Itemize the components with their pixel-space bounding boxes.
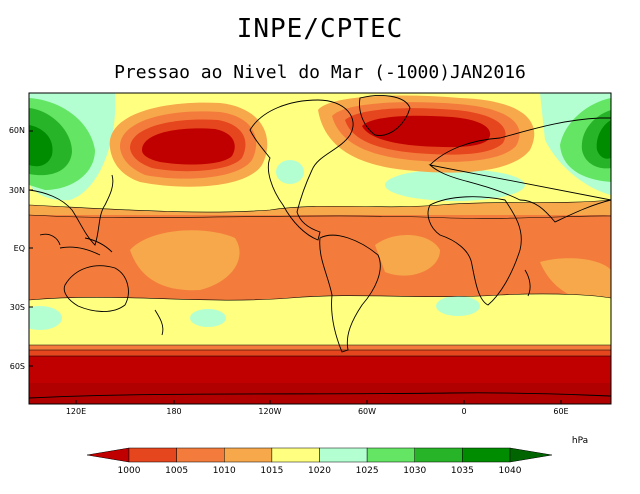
field-1015-indian	[540, 258, 611, 302]
colorbar-level-label: 1015	[260, 466, 283, 476]
field-1025-in	[29, 306, 62, 330]
coast-africa	[427, 196, 522, 306]
colorbar-level-label: 1005	[165, 466, 188, 476]
colorbar-level-label: 1040	[499, 466, 522, 476]
lat-axis: 60N 30N EQ 30S 60S	[9, 126, 25, 371]
colorbar: 1000 1005 1010 1015 1020 1025 1030 1035 1040	[86, 447, 553, 476]
coast-south-america	[319, 234, 381, 353]
coast-eurasia	[428, 117, 611, 223]
field-1015-pacific-high	[130, 230, 240, 291]
colorbar-level-label: 1010	[213, 466, 236, 476]
lat-tick: EQ	[14, 244, 25, 253]
colorbar-swatch	[86, 447, 130, 463]
field-1000-iceland	[362, 115, 491, 148]
colorbar-level-label: 1025	[356, 466, 379, 476]
field-1040-w	[29, 125, 53, 167]
lon-tick: 180	[166, 407, 181, 416]
lon-tick: 120E	[66, 407, 86, 416]
colorbar-swatch	[414, 447, 463, 463]
field-1025-sa	[436, 296, 480, 316]
lon-tick: 0	[461, 407, 466, 416]
lon-axis: 120E 180 120W 60W 0 60E	[66, 407, 569, 416]
org-title: INPE/CPTEC	[236, 14, 404, 44]
field-1025-sp	[190, 309, 226, 327]
colorbar-swatch	[224, 447, 273, 463]
field-1010-tropics	[29, 215, 611, 300]
coast-antarctica	[29, 392, 611, 399]
colorbar-swatch	[176, 447, 225, 463]
isobar-lines	[29, 199, 611, 357]
coast-north-america	[249, 99, 354, 241]
colorbar-swatch	[319, 447, 368, 463]
lat-tick: 30N	[9, 186, 25, 195]
field-1025-azores	[385, 169, 525, 201]
colorbar-swatch	[128, 447, 177, 463]
pressure-fields	[29, 93, 611, 404]
field-1020-south	[29, 293, 611, 345]
colorbar-level-label: 1020	[308, 466, 331, 476]
field-1000-aleutian	[142, 128, 235, 165]
coastlines	[29, 95, 611, 399]
coast-indonesia	[39, 233, 113, 256]
field-1025-na	[276, 160, 304, 184]
colorbar-level-label: 1000	[118, 466, 141, 476]
field-1040-e	[596, 120, 611, 159]
colorbar-swatch	[509, 447, 553, 463]
lon-tick: 60E	[553, 407, 568, 416]
colorbar-swatch	[366, 447, 415, 463]
coast-east-asia	[29, 174, 114, 246]
lat-tick: 60S	[10, 362, 25, 371]
lat-tick: 60N	[9, 126, 25, 135]
lat-tick: 30S	[10, 303, 25, 312]
colorbar-swatch	[271, 447, 320, 463]
map-subtitle: Pressao ao Nivel do Mar (-1000)JAN2016	[114, 62, 526, 83]
lon-tick: 120W	[258, 407, 281, 416]
colorbar-swatch	[462, 447, 511, 463]
field-1015-atlantic-south	[375, 234, 440, 276]
colorbar-level-label: 1030	[403, 466, 426, 476]
coast-australia	[63, 265, 129, 312]
coast-madagascar	[524, 269, 531, 297]
lat-tick-marks	[29, 130, 33, 367]
colorbar-unit: hPa	[572, 436, 588, 446]
lon-tick-marks	[75, 400, 562, 404]
coast-new-zealand	[154, 309, 164, 336]
coast-greenland	[359, 95, 411, 136]
colorbar-level-label: 1035	[451, 466, 474, 476]
lon-tick: 60W	[358, 407, 376, 416]
